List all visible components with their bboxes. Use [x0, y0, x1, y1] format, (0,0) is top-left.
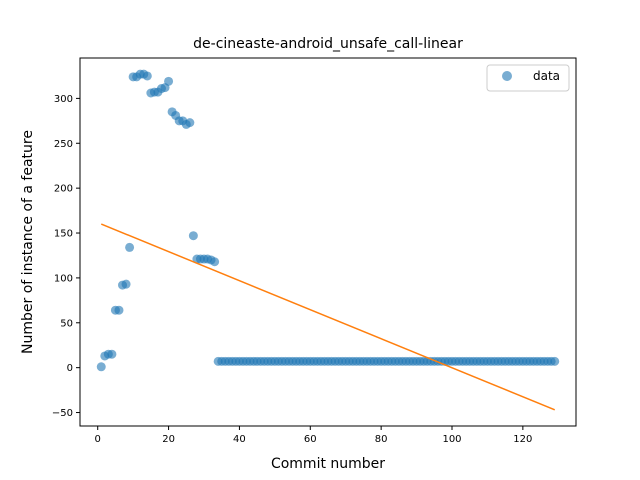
x-tick-label: 100	[442, 434, 461, 445]
y-axis-label: Number of instance of a feature	[20, 130, 36, 354]
axes-frame	[79, 57, 577, 427]
data-point	[107, 349, 117, 359]
y-tick-label: 0	[67, 363, 73, 374]
data-point	[550, 356, 560, 366]
x-tick-label: 0	[95, 434, 101, 445]
y-tick-label: 300	[54, 94, 73, 105]
y-tick-label: 200	[54, 184, 73, 195]
x-tick-label: 120	[513, 434, 532, 445]
legend: data	[486, 64, 570, 92]
data-point	[96, 362, 106, 372]
data-point	[121, 279, 131, 289]
data-point	[188, 231, 198, 241]
legend-label-data: data	[533, 69, 560, 83]
x-tick-label: 40	[233, 434, 246, 445]
y-tick-label: 250	[54, 139, 73, 150]
data-point	[210, 257, 220, 267]
y-tick-label: −50	[52, 408, 73, 419]
x-axis-ticks: 0 20 40 60 80 100 120	[95, 426, 532, 445]
x-axis-label: Commit number	[271, 456, 385, 472]
x-tick-label: 60	[304, 434, 317, 445]
chart-title: de-cineaste-android_unsafe_call-linear	[193, 36, 463, 52]
data-point	[164, 76, 174, 86]
y-tick-label: 150	[54, 229, 73, 240]
data-point	[125, 242, 135, 252]
y-tick-label: 100	[54, 273, 73, 284]
data-point	[114, 305, 124, 315]
fit-line	[100, 223, 556, 411]
x-tick-label: 20	[162, 434, 175, 445]
y-tick-label: 50	[60, 318, 73, 329]
x-tick-label: 80	[375, 434, 388, 445]
y-axis-ticks: −50 0 50 100 150 200 250 300	[52, 94, 80, 419]
data-point	[142, 71, 152, 81]
data-point	[185, 118, 195, 128]
legend-marker-data	[502, 71, 512, 81]
data-marks	[96, 69, 560, 411]
